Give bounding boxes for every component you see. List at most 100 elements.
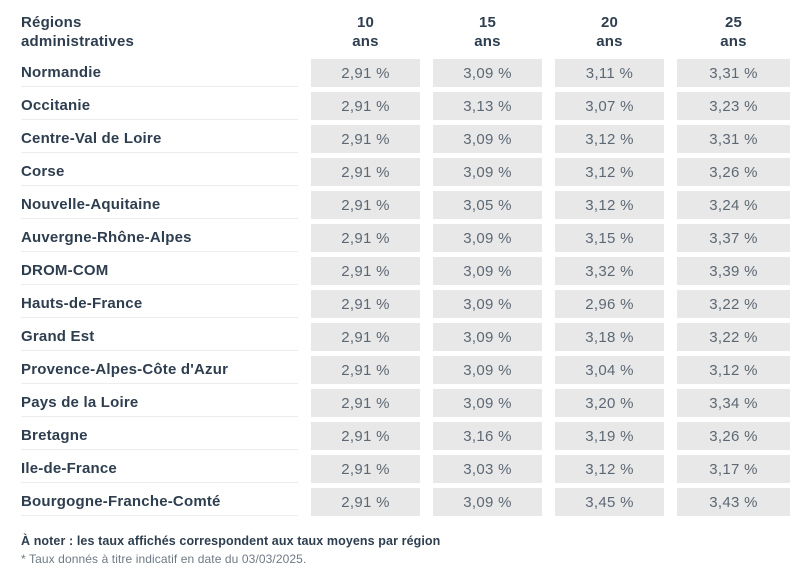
rate-cell: 3,12 % [555, 158, 664, 186]
duration-years: 25 [724, 14, 743, 31]
column-header-10-ans: 10 ans [311, 13, 420, 51]
table-row: Centre-Val de Loire 2,91 % 3,09 % 3,12 % 3,3… [21, 125, 791, 153]
region-name: Bretagne [21, 422, 298, 450]
rate-cell: 3,09 % [433, 59, 542, 87]
rate-cell: 2,91 % [311, 488, 420, 516]
column-header-20-ans: 20 ans [555, 13, 664, 51]
rate-cell: 3,09 % [433, 488, 542, 516]
note-text: À noter : les taux affichés corresponden… [21, 534, 441, 548]
disclaimer-text: * Taux donnés à titre indicatif en date … [21, 552, 307, 566]
duration-unit: ans [352, 33, 379, 50]
rate-cell: 3,09 % [433, 389, 542, 417]
table-row: Pays de la Loire 2,91 % 3,09 % 3,20 % 3,34 % [21, 389, 791, 417]
duration-years: 15 [478, 14, 497, 31]
region-name: Bourgogne-Franche-Comté [21, 488, 298, 516]
table-row: DROM-COM 2,91 % 3,09 % 3,32 % 3,39 % [21, 257, 791, 285]
rate-cell: 3,31 % [677, 59, 790, 87]
rate-cell: 3,24 % [677, 191, 790, 219]
rate-cell: 2,96 % [555, 290, 664, 318]
rate-cell: 2,91 % [311, 59, 420, 87]
rate-cell: 3,17 % [677, 455, 790, 483]
region-name: Auvergne-Rhône-Alpes [21, 224, 298, 252]
rate-cell: 2,91 % [311, 191, 420, 219]
table-body: Normandie 2,91 % 3,09 % 3,11 % 3,31 % Occitan… [21, 59, 791, 516]
table-row: Grand Est 2,91 % 3,09 % 3,18 % 3,22 % [21, 323, 791, 351]
rate-cell: 3,09 % [433, 125, 542, 153]
rate-cell: 3,16 % [433, 422, 542, 450]
region-name: DROM-COM [21, 257, 298, 285]
table-row: Occitanie 2,91 % 3,13 % 3,07 % 3,23 % [21, 92, 791, 120]
rate-cell: 3,20 % [555, 389, 664, 417]
rate-cell: 3,09 % [433, 257, 542, 285]
table-row: Auvergne-Rhône-Alpes 2,91 % 3,09 % 3,15 % 3,… [21, 224, 791, 252]
rate-cell: 3,34 % [677, 389, 790, 417]
table-row: Bourgogne-Franche-Comté 2,91 % 3,09 % 3,45 … [21, 488, 791, 516]
rate-cell: 2,91 % [311, 290, 420, 318]
region-name: Grand Est [21, 323, 298, 351]
table-row: Hauts-de-France 2,91 % 3,09 % 2,96 % 3,22 % [21, 290, 791, 318]
rate-cell: 2,91 % [311, 224, 420, 252]
regional-rates-table: Régions administratives 10 ans 15 ans 20 ans 2… [21, 13, 791, 516]
rate-cell: 3,45 % [555, 488, 664, 516]
rate-cell: 3,11 % [555, 59, 664, 87]
rate-cell: 3,09 % [433, 290, 542, 318]
rate-cell: 3,04 % [555, 356, 664, 384]
table-row: Bretagne 2,91 % 3,16 % 3,19 % 3,26 % [21, 422, 791, 450]
rate-cell: 3,12 % [555, 191, 664, 219]
rate-cell: 2,91 % [311, 257, 420, 285]
rate-cell: 3,39 % [677, 257, 790, 285]
region-name: Occitanie [21, 92, 298, 120]
rate-cell: 3,31 % [677, 125, 790, 153]
duration-years: 20 [600, 14, 619, 31]
rate-cell: 3,22 % [677, 323, 790, 351]
rate-cell: 2,91 % [311, 158, 420, 186]
rate-cell: 3,32 % [555, 257, 664, 285]
rate-cell: 2,91 % [311, 92, 420, 120]
table-row: Corse 2,91 % 3,09 % 3,12 % 3,26 % [21, 158, 791, 186]
table-row: Provence-Alpes-Côte d'Azur 2,91 % 3,09 % 3,… [21, 356, 791, 384]
region-name: Nouvelle-Aquitaine [21, 191, 298, 219]
rate-cell: 2,91 % [311, 323, 420, 351]
rate-cell: 3,15 % [555, 224, 664, 252]
region-name: Normandie [21, 59, 298, 87]
duration-unit: ans [596, 33, 623, 50]
rate-cell: 3,22 % [677, 290, 790, 318]
rate-cell: 3,12 % [677, 356, 790, 384]
region-name: Ile-de-France [21, 455, 298, 483]
region-name: Centre-Val de Loire [21, 125, 298, 153]
rate-cell: 2,91 % [311, 389, 420, 417]
rate-cell: 3,26 % [677, 422, 790, 450]
rate-cell: 2,91 % [311, 356, 420, 384]
table-row: Nouvelle-Aquitaine 2,91 % 3,05 % 3,12 % 3,24… [21, 191, 791, 219]
column-header-25-ans: 25 ans [677, 13, 790, 51]
rate-cell: 3,18 % [555, 323, 664, 351]
table-footnote: À noter : les taux affichés corresponden… [21, 534, 791, 566]
table-row: Ile-de-France 2,91 % 3,03 % 3,12 % 3,17 % [21, 455, 791, 483]
rate-cell: 3,05 % [433, 191, 542, 219]
rate-cell: 3,37 % [677, 224, 790, 252]
rate-cell: 2,91 % [311, 455, 420, 483]
column-header-15-ans: 15 ans [433, 13, 542, 51]
region-name: Provence-Alpes-Côte d'Azur [21, 356, 298, 384]
duration-years: 10 [356, 14, 375, 31]
rate-cell: 2,91 % [311, 422, 420, 450]
rate-cell: 3,23 % [677, 92, 790, 120]
rate-cell: 3,07 % [555, 92, 664, 120]
duration-unit: ans [720, 33, 747, 50]
rate-cell: 3,12 % [555, 455, 664, 483]
rate-cell: 3,09 % [433, 224, 542, 252]
region-name: Pays de la Loire [21, 389, 298, 417]
rate-cell: 3,03 % [433, 455, 542, 483]
rate-cell: 3,13 % [433, 92, 542, 120]
rate-cell: 2,91 % [311, 125, 420, 153]
rate-cell: 3,12 % [555, 125, 664, 153]
region-name: Hauts-de-France [21, 290, 298, 318]
rate-cell: 3,19 % [555, 422, 664, 450]
region-name: Corse [21, 158, 298, 186]
rate-cell: 3,26 % [677, 158, 790, 186]
rate-cell: 3,43 % [677, 488, 790, 516]
rate-cell: 3,09 % [433, 158, 542, 186]
table-row: Normandie 2,91 % 3,09 % 3,11 % 3,31 % [21, 59, 791, 87]
rate-cell: 3,09 % [433, 323, 542, 351]
